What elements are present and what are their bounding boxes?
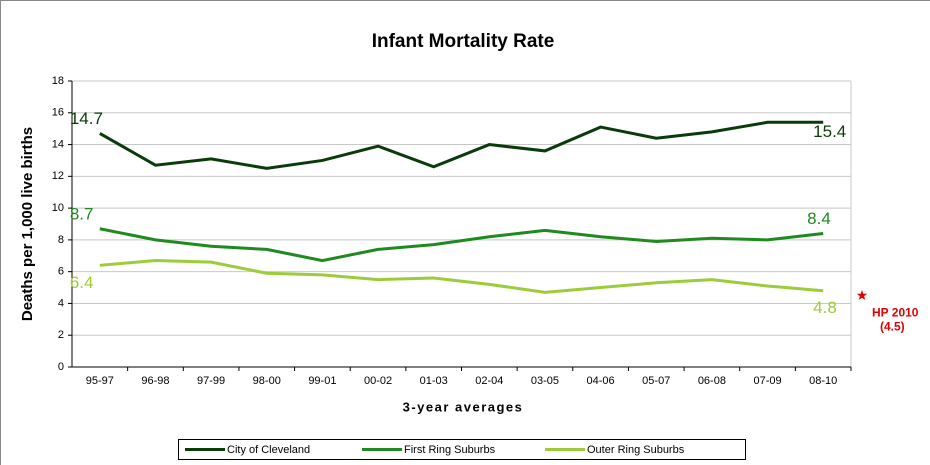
y-tick-label: 12 [52, 170, 64, 182]
x-tick-label: 97-99 [197, 375, 225, 387]
x-axis-label: 3-year averages [403, 399, 524, 414]
target-marker [856, 290, 868, 300]
x-tick-label: 95-97 [86, 375, 114, 387]
target-label: HP 2010 [872, 306, 919, 320]
chart-title: Infant Mortality Rate [372, 31, 555, 52]
data-label: 14.7 [70, 109, 103, 128]
legend-label: Outer Ring Suburbs [587, 444, 685, 456]
x-tick-label: 05-07 [642, 375, 670, 387]
x-tick-label: 04-06 [587, 375, 615, 387]
y-tick-label: 2 [58, 329, 64, 341]
x-tick-label: 01-03 [420, 375, 448, 387]
y-axis-label: Deaths per 1,000 live births [19, 127, 36, 321]
y-tick-label: 4 [58, 297, 64, 309]
x-tick-label: 98-00 [253, 375, 281, 387]
x-tick-label: 96-98 [141, 375, 169, 387]
y-tick-label: 0 [58, 361, 64, 373]
x-tick-label: 00-02 [364, 375, 392, 387]
y-tick-label: 16 [52, 107, 64, 119]
x-tick-label: 03-05 [531, 375, 559, 387]
legend-label: City of Cleveland [227, 444, 310, 456]
data-label: 15.4 [813, 122, 846, 141]
x-tick-label: 06-08 [698, 375, 726, 387]
data-label: 8.7 [70, 204, 94, 223]
y-tick-label: 18 [52, 75, 64, 87]
y-tick-label: 10 [52, 202, 64, 214]
data-label: 8.4 [807, 209, 831, 228]
x-tick-label: 02-04 [475, 375, 503, 387]
y-tick-label: 6 [58, 266, 64, 278]
y-tick-label: 8 [58, 234, 64, 246]
series-line [99, 259, 824, 294]
y-tick-label: 14 [52, 138, 64, 150]
series-line [99, 120, 824, 170]
data-label: 4.8 [813, 298, 837, 317]
legend-label: First Ring Suburbs [404, 444, 496, 456]
x-tick-label: 07-09 [753, 375, 781, 387]
x-tick-label: 08-10 [809, 375, 837, 387]
series-line [99, 227, 824, 263]
x-tick-label: 99-01 [308, 375, 336, 387]
target-value-label: (4.5) [880, 320, 905, 334]
legend [178, 439, 746, 460]
data-label: 6.4 [70, 273, 94, 292]
